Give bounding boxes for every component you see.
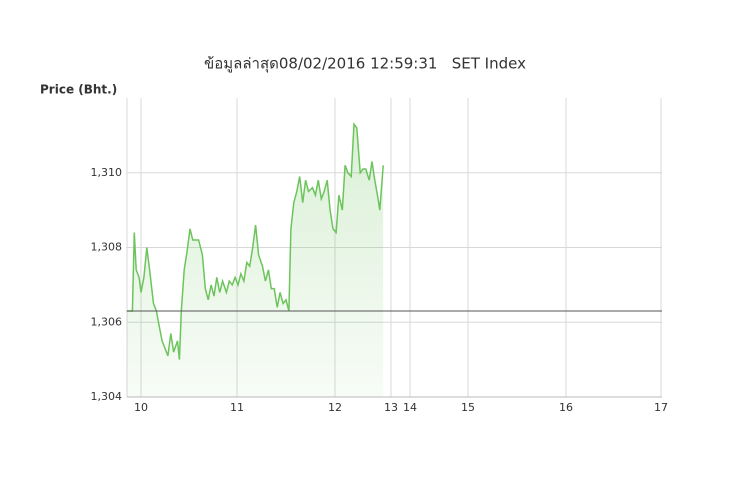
x-tick-label: 11 [230, 401, 244, 414]
y-tick-label: 1,308 [91, 241, 123, 254]
x-tick-label: 13 [384, 401, 398, 414]
y-axis-label: Price (Bht.) [40, 83, 117, 97]
x-tick-label: 16 [559, 401, 573, 414]
x-tick-label: 17 [654, 401, 668, 414]
y-tick-label: 1,306 [91, 315, 123, 328]
y-tick-label: 1,304 [91, 390, 123, 403]
x-tick-label: 14 [403, 401, 417, 414]
area [126, 124, 384, 397]
chart-title: ข้อมูลล่าสุด08/02/2016 12:59:31 SET Inde… [204, 55, 526, 74]
line [126, 122, 384, 360]
x-tick-label: 10 [134, 401, 148, 414]
x-tick-label: 12 [328, 401, 342, 414]
y-tick-label: 1,310 [91, 166, 123, 179]
x-tick-label: 15 [461, 401, 475, 414]
